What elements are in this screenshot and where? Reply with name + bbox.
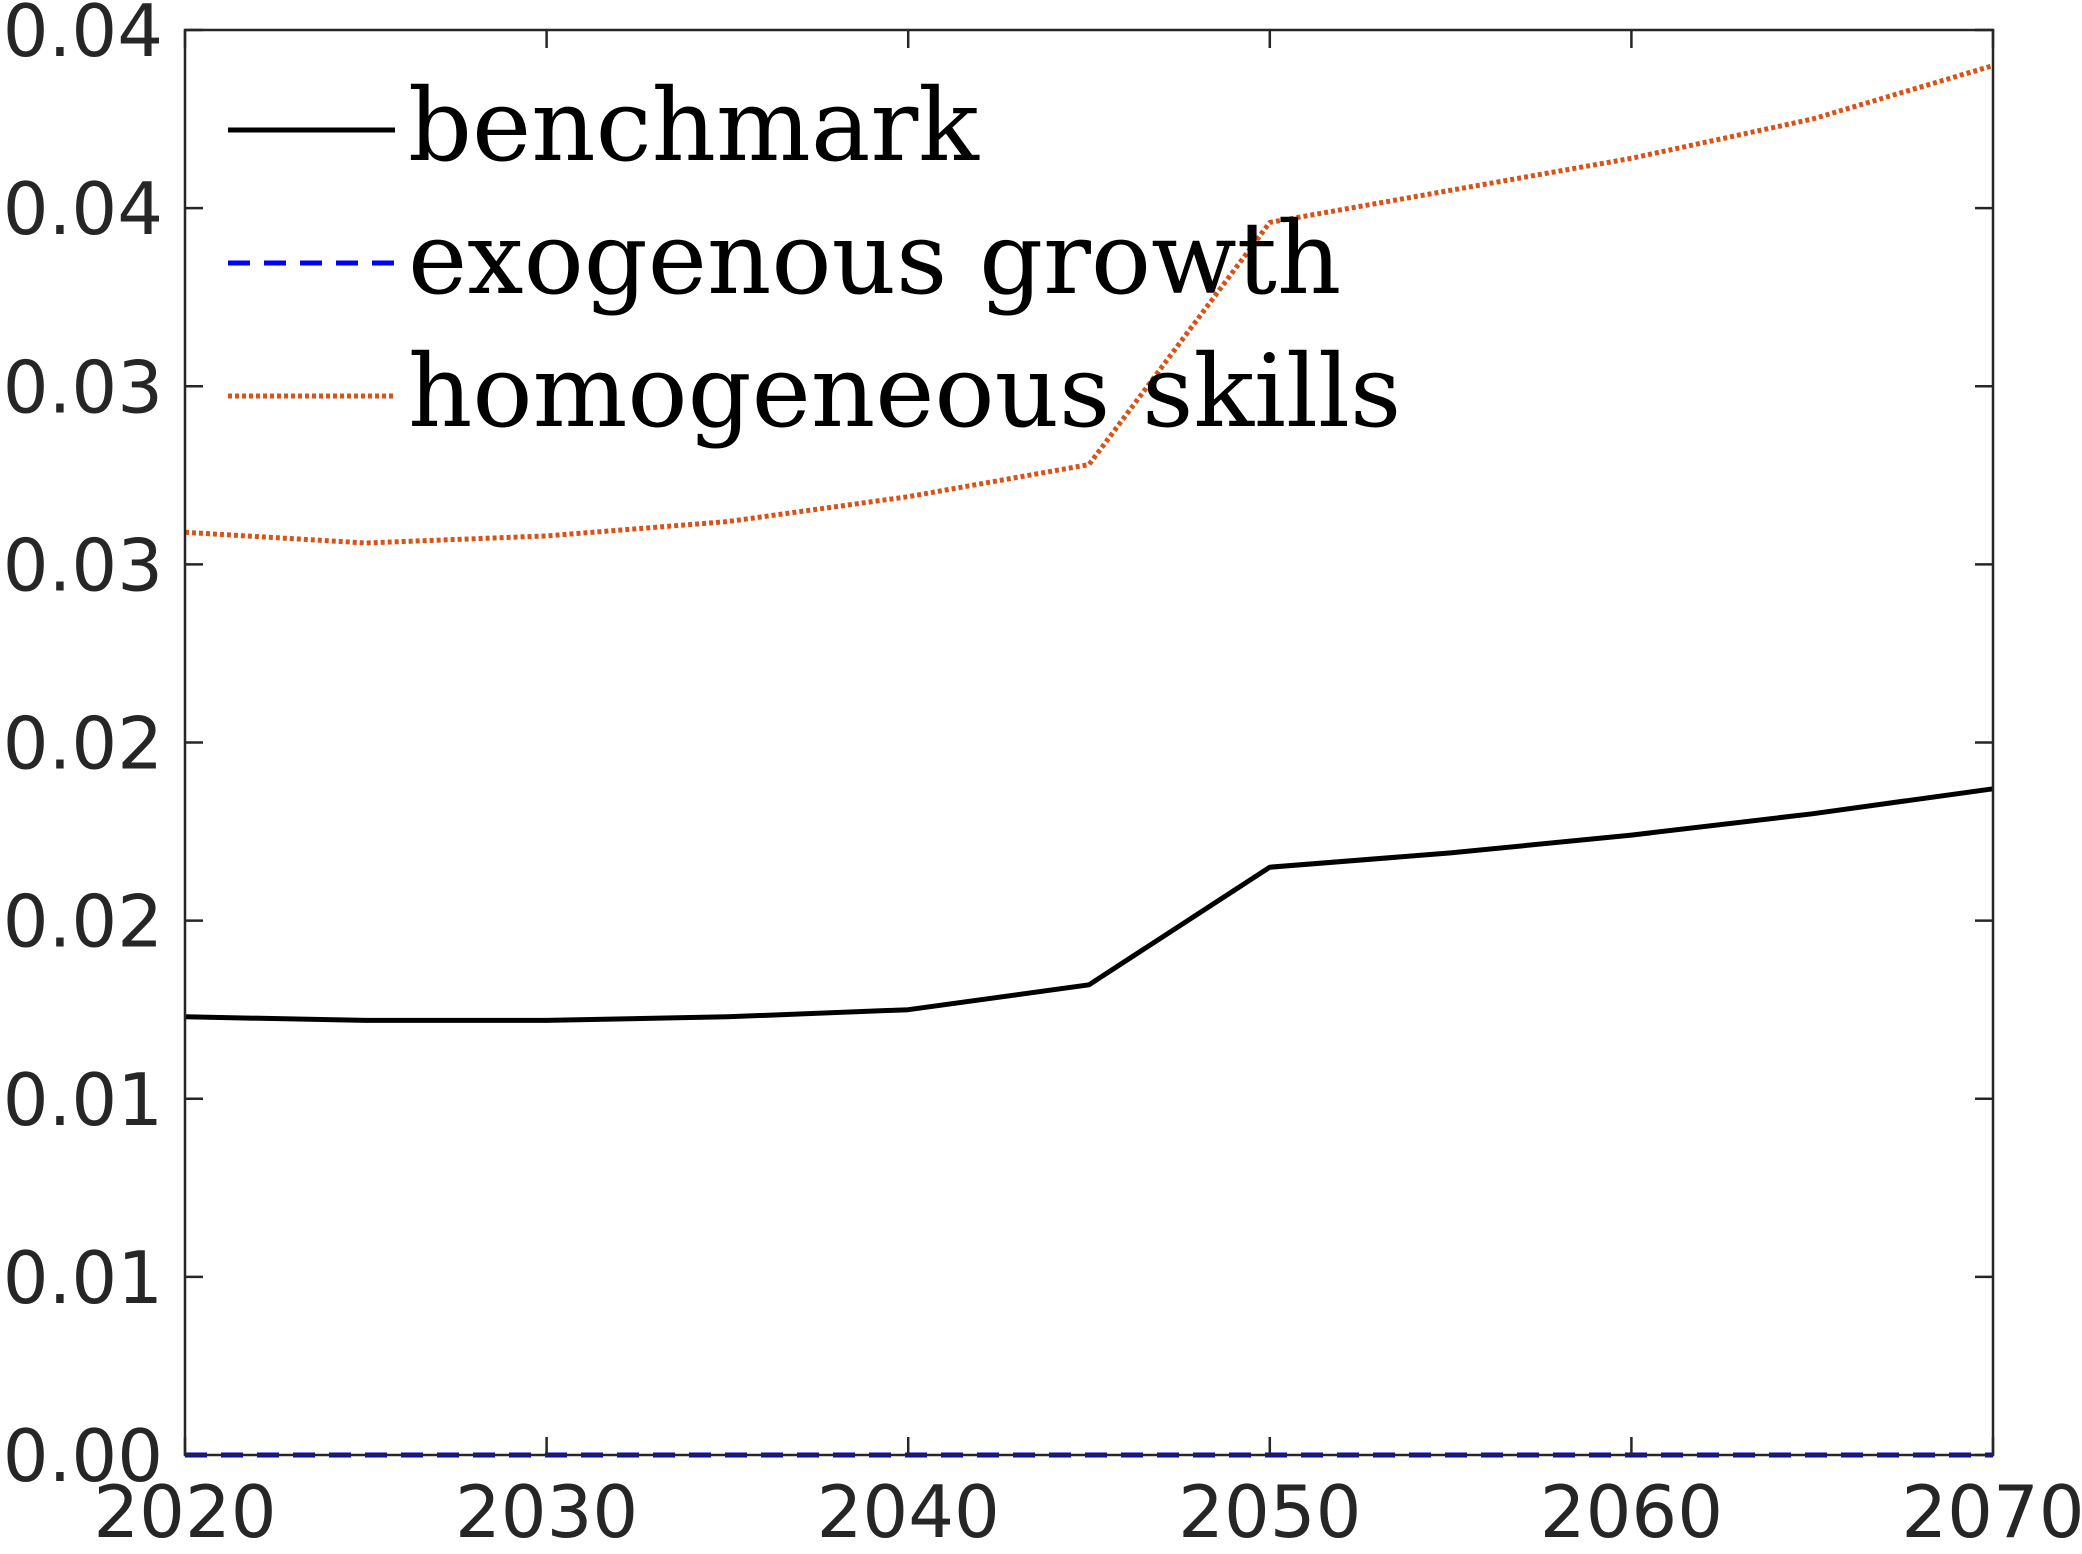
x-tick-label: 2020 [93,1470,276,1554]
ticks [183,28,1995,1457]
legend-label-homogeneous-skills: homogeneous skills [408,333,1401,450]
y-tick-labels: 0.00 0.01 0.01 0.02 0.02 0.03 0.03 0.04 0.04 [3,0,163,1498]
y-tick-label: 0.01 [3,1236,163,1320]
y-tick-label: 0.02 [3,880,163,964]
y-tick-label: 0.03 [3,523,163,607]
legend: benchmark exogenous growth homogeneous ski… [228,67,1401,450]
x-tick-labels: 2020 2030 2040 2050 2060 2070 [93,1470,2082,1554]
series-line-homogeneous-skills [184,63,1994,546]
legend-label-exogenous-growth: exogenous growth [408,200,1341,317]
x-tick-label: 2030 [455,1470,638,1554]
legend-label-benchmark: benchmark [408,67,980,184]
y-tick-label: 0.04 [3,167,163,251]
y-tick-label: 0.01 [3,1058,163,1142]
x-tick-label: 2040 [817,1470,1000,1554]
series-line-benchmark [184,786,1994,1023]
x-tick-label: 2050 [1178,1470,1361,1554]
y-tick-label: 0.04 [3,0,163,73]
y-tick-label: 0.02 [3,702,163,786]
x-tick-label: 2060 [1540,1470,1723,1554]
x-tick-label: 2070 [1901,1470,2082,1554]
y-tick-label: 0.03 [3,345,163,429]
y-tick-label: 0.00 [3,1414,163,1498]
